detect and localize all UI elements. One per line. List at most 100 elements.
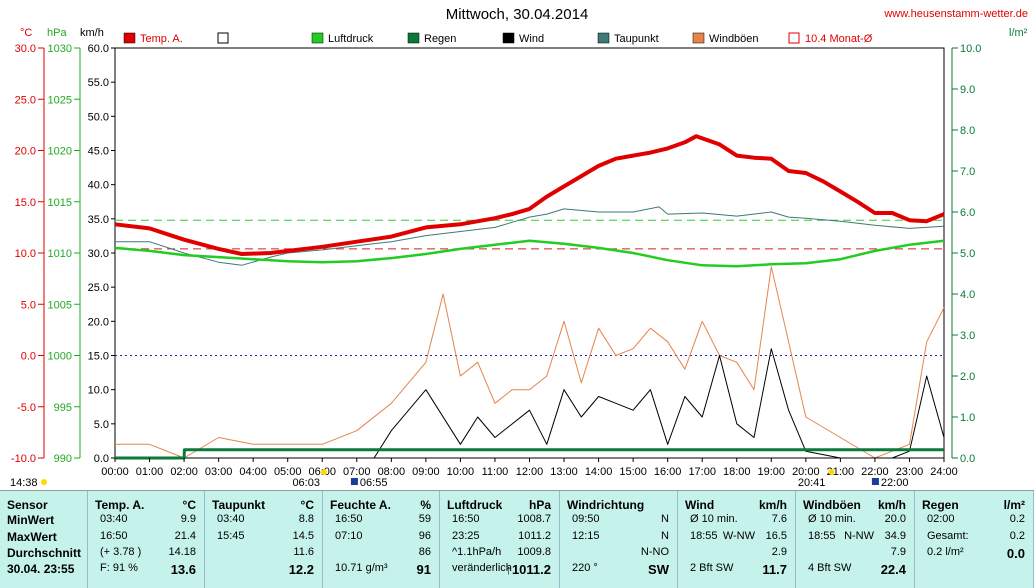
legend-label: Temp. A. <box>140 33 183 45</box>
x-tick-label: 18:00 <box>723 466 751 478</box>
pressure-series <box>114 239 945 268</box>
x-tick-label: 09:00 <box>412 466 440 478</box>
temp-tick-label: -10.0 <box>11 453 36 465</box>
x-axis-labels: 00:0001:0002:0003:0004:0005:0006:0007:00… <box>101 458 958 478</box>
table-cell-value: 2.9 <box>771 546 787 558</box>
table-cell-label: 12:15 <box>572 530 600 542</box>
moonset-time: 22:00 <box>881 477 909 489</box>
table-cell-value: 22.4 <box>880 562 906 577</box>
temp-tick-label: 5.0 <box>21 299 36 311</box>
table-column: Windböen km/h Ø 10 min. 20.0 18:55 N-NW 34.9 7.… <box>796 491 915 588</box>
pressure-tick-label: 1030 <box>48 43 72 55</box>
table-column: Regen l/m² 02:00 0.2 Gesamt: 0.2 0.2 l/m² 0.0 <box>915 491 1034 588</box>
table-cell-label: MaxWert <box>7 530 57 544</box>
moonset-icon <box>871 478 879 485</box>
pressure-tick-label: 990 <box>54 453 72 465</box>
legend-swatch <box>407 32 420 44</box>
column-title: Temp. A. <box>95 498 145 512</box>
x-tick-label: 21:00 <box>827 466 855 478</box>
sunrise-time: 06:03 <box>292 477 320 489</box>
table-cell-direction: N-NW <box>844 530 874 542</box>
table-cell-label: F: 91 % <box>100 562 138 574</box>
x-tick-label: 14:00 <box>585 466 613 478</box>
site-link[interactable]: www.heusenstamm-wetter.de <box>884 8 1028 20</box>
table-cell-value: 1011.2 <box>518 530 551 542</box>
temp-tick-label: 30.0 <box>15 43 36 55</box>
x-tick-label: 23:00 <box>896 466 924 478</box>
table-cell-label: ^1.1hPa/h <box>452 546 502 558</box>
wind-tick-label: 10.0 <box>88 385 109 397</box>
rain-tick-label: 4.0 <box>960 289 975 301</box>
x-tick-label: 04:00 <box>239 466 267 478</box>
table-cell-value: 12.2 <box>288 562 314 577</box>
legend-label: Windböen <box>709 33 759 45</box>
column-unit: km/h <box>877 498 906 512</box>
legend-swatch <box>123 32 136 44</box>
legend-label: 10.4 Monat-Ø <box>805 33 873 45</box>
sunrise-icon <box>320 469 327 475</box>
moonrise-icon <box>350 478 358 485</box>
column-unit: % <box>420 498 431 512</box>
column-title: Luftdruck <box>447 498 503 512</box>
pressure-tick-label: 1025 <box>48 94 72 106</box>
x-tick-label: 22:00 <box>861 466 889 478</box>
table-column: Windrichtung 09:50 N 12:15 N N-NO 220 ° SW <box>560 491 678 588</box>
table-cell-value: 11.6 <box>293 546 314 558</box>
rain-tick-label: 10.0 <box>960 43 981 55</box>
sunset-icon <box>828 469 835 475</box>
table-column: Wind km/h Ø 10 min. 7.6 18:55 W-NW 16.5 2.9 2 Bf… <box>678 491 796 588</box>
table-cell-label: 2 Bft SW <box>690 562 734 574</box>
column-title: Wind <box>685 498 715 512</box>
wind-tick-label: 45.0 <box>88 146 109 158</box>
table-cell-label: 16:50 <box>335 513 363 525</box>
table-cell-value: 11.7 <box>762 562 787 577</box>
table-cell-label: 10.71 g/m³ <box>335 562 388 574</box>
table-column: Feuchte A.% 16:50 59 07:10 96 86 10.71 g/m³ 91 <box>323 491 440 588</box>
x-tick-label: 19:00 <box>758 466 786 478</box>
table-cell-value: 16.5 <box>765 530 787 542</box>
table-cell-label: veränderlich <box>452 562 512 574</box>
pressure-tick-label: 995 <box>54 402 72 414</box>
unit-hpa: hPa <box>47 27 67 39</box>
legend-item <box>217 32 229 44</box>
table-cell-value: 13.6 <box>170 562 196 577</box>
table-cell-value: 86 <box>418 546 431 558</box>
x-tick-label: 16:00 <box>654 466 682 478</box>
legend-item: Temp. A. <box>123 32 183 45</box>
legend-item: Luftdruck <box>311 32 374 45</box>
legend: Temp. A. Luftdruck Regen Wind Taupunkt Windbö… <box>123 32 873 45</box>
column-unit: °C <box>300 498 314 512</box>
x-tick-label: 10:00 <box>447 466 475 478</box>
temp-tick-label: -5.0 <box>17 402 36 414</box>
table-cell-direction: W-NW <box>722 530 755 542</box>
x-tick-label: 20:00 <box>792 466 820 478</box>
temp-tick-label: 0.0 <box>21 351 36 363</box>
wind-tick-label: 35.0 <box>88 214 109 226</box>
wind-tick-label: 5.0 <box>94 419 109 431</box>
table-cell-value: 14.5 <box>292 530 314 542</box>
table-cell-value: 8.8 <box>298 513 314 525</box>
pressure-tick-label: 1020 <box>48 146 72 158</box>
pressure-tick-label: 1015 <box>48 197 72 209</box>
table-cell-label: 23:25 <box>452 530 480 542</box>
legend-label: Regen <box>424 33 456 45</box>
table-cell-label: Durchschnitt <box>7 546 82 560</box>
table-cell-label: 0.2 l/m² <box>927 546 964 558</box>
legend-swatch <box>692 32 705 44</box>
column-title: Sensor <box>7 498 48 512</box>
table-cell-value: 34.9 <box>884 530 906 542</box>
weather-chart: Temp. A. Luftdruck Regen Wind Taupunkt Windbö… <box>10 27 1028 489</box>
x-tick-label: 15:00 <box>619 466 647 478</box>
moonrise-time: 06:55 <box>360 477 388 489</box>
table-column: Temp. A. °C 03:40 9.9 16:50 21.4 (+ 3.78 ) 14.1… <box>88 491 205 588</box>
table-cell-value: 59 <box>418 513 431 525</box>
table-cell-label: (+ 3.78 ) <box>100 546 142 558</box>
table-cell-value: 7.9 <box>890 546 906 558</box>
table-cell-value: 21.4 <box>174 530 196 542</box>
legend-item: Wind <box>502 32 544 45</box>
table-cell-label: 09:50 <box>572 513 600 525</box>
x-tick-label: 17:00 <box>688 466 716 478</box>
legend-swatch <box>217 32 229 44</box>
wind-tick-label: 30.0 <box>88 248 109 260</box>
column-title: Windböen <box>803 498 861 512</box>
